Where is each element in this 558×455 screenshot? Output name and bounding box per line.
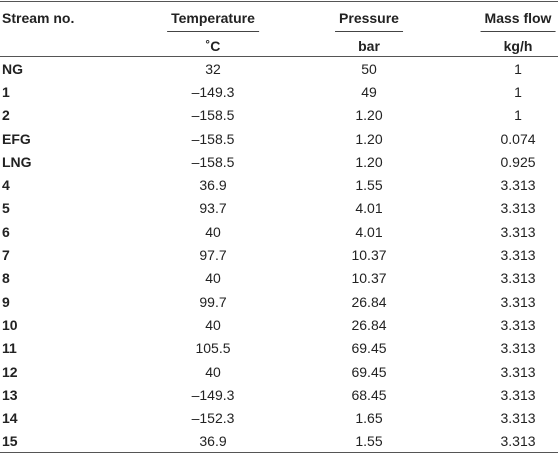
value-cell: 105.5: [195, 340, 231, 357]
value-cell: 3.313: [500, 270, 536, 287]
stream-label: 4: [2, 177, 10, 194]
stream-label: LNG: [2, 153, 32, 170]
value-cell: 3.313: [500, 410, 536, 427]
value-cell: –158.5: [191, 130, 235, 147]
value-cell: 40: [205, 270, 221, 287]
stream-label: 1: [2, 83, 10, 100]
value-cell: 1: [514, 60, 522, 77]
value-cell: 32: [205, 60, 221, 77]
bottom-rule: [0, 452, 558, 453]
stream-label: 10: [2, 316, 18, 333]
header-cell: Temperature: [167, 9, 259, 32]
header-cell: Stream no.: [2, 10, 75, 26]
value-cell: 50: [361, 60, 377, 77]
value-cell: 1: [514, 107, 522, 124]
value-cell: 99.7: [199, 293, 227, 310]
value-cell: –149.3: [191, 83, 235, 100]
stream-label: 15: [2, 433, 18, 450]
value-cell: 3.313: [500, 223, 536, 240]
value-cell: 36.9: [199, 177, 227, 194]
value-cell: 36.9: [199, 433, 227, 450]
value-cell: 4.01: [355, 200, 383, 217]
top-rule: [0, 1, 558, 2]
value-cell: 3.313: [500, 433, 536, 450]
value-cell: 93.7: [199, 200, 227, 217]
value-cell: 69.45: [351, 363, 387, 380]
header-cell: Pressure: [335, 9, 403, 32]
value-cell: 1.20: [355, 153, 383, 170]
value-cell: 3.313: [500, 200, 536, 217]
value-cell: 40: [205, 223, 221, 240]
value-cell: 10.37: [351, 270, 387, 287]
value-cell: 1.20: [355, 130, 383, 147]
value-cell: 1.65: [355, 410, 383, 427]
stream-label: 6: [2, 223, 10, 240]
value-cell: 68.45: [351, 386, 387, 403]
value-cell: 3.313: [500, 247, 536, 264]
value-cell: –158.5: [191, 153, 235, 170]
value-cell: –158.5: [191, 107, 235, 124]
value-cell: 40: [205, 316, 221, 333]
stream-label: 9: [2, 293, 10, 310]
value-cell: 69.45: [351, 340, 387, 357]
value-cell: 0.074: [500, 130, 536, 147]
value-cell: –149.3: [191, 386, 235, 403]
value-cell: 4.01: [355, 223, 383, 240]
value-cell: 10.37: [351, 247, 387, 264]
stream-label: 12: [2, 363, 18, 380]
value-cell: 3.313: [500, 363, 536, 380]
header-rule: [0, 56, 558, 57]
stream-label: 13: [2, 386, 18, 403]
value-cell: 3.313: [500, 177, 536, 194]
value-cell: 3.313: [500, 316, 536, 333]
unit-cell: kg/h: [503, 38, 533, 54]
value-cell: 1.55: [355, 433, 383, 450]
stream-label: 7: [2, 247, 10, 264]
unit-cell: ˚C: [205, 38, 221, 54]
header-cell: Mass flow: [480, 9, 556, 32]
value-cell: 49: [361, 83, 377, 100]
value-cell: 3.313: [500, 340, 536, 357]
stream-label: EFG: [2, 130, 31, 147]
value-cell: 1: [514, 83, 522, 100]
stream-label: 2: [2, 107, 10, 124]
stream-label: 8: [2, 270, 10, 287]
value-cell: –152.3: [191, 410, 235, 427]
value-cell: 3.313: [500, 293, 536, 310]
stream-label: 14: [2, 410, 18, 427]
stream-label: 11: [2, 340, 17, 357]
value-cell: 1.55: [355, 177, 383, 194]
stream-label: NG: [2, 60, 23, 77]
value-cell: 26.84: [351, 316, 387, 333]
unit-cell: bar: [358, 38, 380, 54]
value-cell: 3.313: [500, 386, 536, 403]
stream-label: 5: [2, 200, 10, 217]
value-cell: 26.84: [351, 293, 387, 310]
value-cell: 0.925: [500, 153, 536, 170]
value-cell: 97.7: [199, 247, 227, 264]
value-cell: 40: [205, 363, 221, 380]
value-cell: 1.20: [355, 107, 383, 124]
